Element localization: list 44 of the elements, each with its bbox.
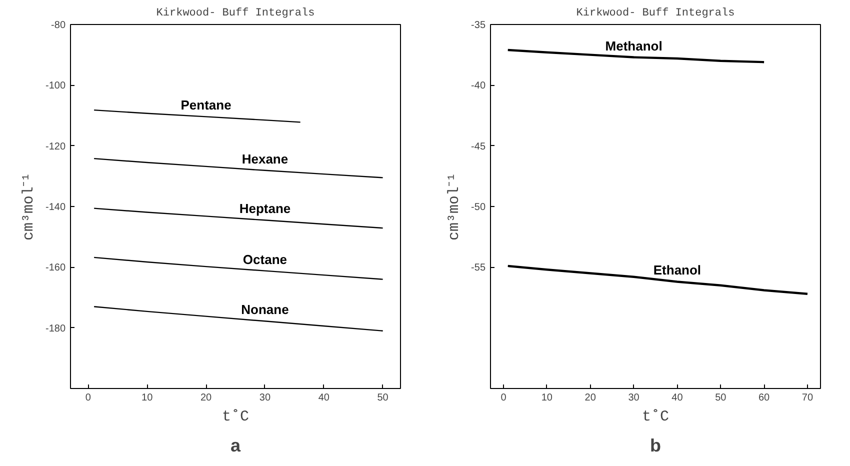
chart-title: Kirkwood- Buff Integrals: [576, 8, 735, 20]
series-label: Hexane: [242, 151, 288, 166]
y-axis-title: cm³mol⁻¹: [446, 172, 464, 241]
series-label: Methanol: [605, 38, 662, 54]
x-tick-label: 60: [758, 392, 770, 404]
y-tick-label: -160: [45, 262, 66, 274]
x-tick-label: 20: [584, 392, 596, 404]
text: a: [230, 436, 242, 456]
series-label: Octane: [242, 252, 288, 267]
text: b: [650, 436, 661, 456]
x-tick-label: 40: [318, 392, 330, 404]
x-tick-label: 10: [541, 392, 553, 404]
line-series: [93, 306, 384, 332]
x-tick-label: 40: [672, 392, 684, 404]
x-axis-title: t˚C: [642, 408, 670, 426]
chart-title: Kirkwood- Buff Integrals: [156, 8, 315, 20]
x-tick-label: 50: [377, 392, 389, 404]
x-tick-label: 50: [715, 392, 727, 404]
y-tick-label: -140: [45, 202, 66, 213]
x-tick-label: 30: [628, 392, 640, 404]
line-series: [506, 264, 809, 295]
series-label: Heptane: [239, 201, 291, 216]
y-tick-label: -45: [471, 141, 486, 152]
y-tick-label: -180: [45, 323, 66, 334]
line-series: [93, 109, 301, 123]
y-axis-title: cm³mol⁻¹: [20, 172, 38, 241]
y-tick-label: -100: [45, 80, 66, 92]
y-tick-label: -80: [51, 20, 66, 31]
line-series: [93, 256, 384, 280]
x-tick-label: 30: [259, 392, 271, 404]
y-tick-label: -55: [471, 262, 486, 274]
y-tick-label: -35: [471, 20, 486, 31]
series-label: Pentane: [180, 98, 232, 113]
y-tick-label: -120: [45, 141, 66, 152]
x-axis-title: t˚C: [222, 408, 250, 426]
y-tick-label: -40: [471, 80, 486, 92]
series-label: Nonane: [241, 302, 289, 318]
x-tick-label: 70: [802, 392, 814, 404]
series-label: Ethanol: [653, 262, 702, 278]
x-tick-label: 0: [500, 392, 507, 404]
x-tick-label: 10: [142, 392, 154, 404]
x-tick-label: 0: [85, 392, 92, 404]
x-tick-label: 20: [200, 392, 212, 404]
y-tick-label: -50: [471, 202, 486, 213]
